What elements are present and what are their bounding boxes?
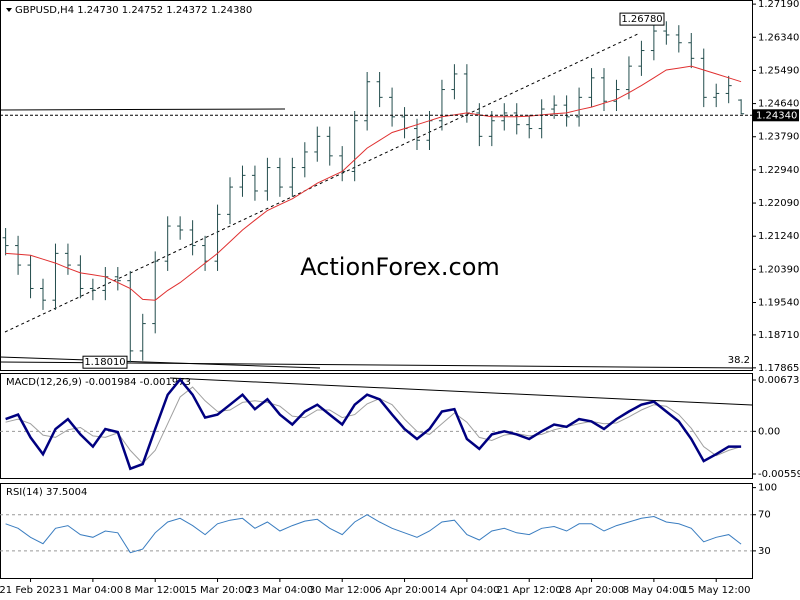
y-tick-label: -0.005595	[758, 469, 800, 480]
y-tick-label: 1.26340	[758, 32, 799, 43]
annotation-label: 1.26780	[621, 14, 662, 25]
x-tick-label: 21 Apr 12:00	[497, 585, 562, 596]
y-tick-label: 0.006731	[758, 375, 800, 386]
y-tick-label: 1.22090	[758, 198, 799, 209]
watermark: ActionForex.com	[300, 253, 500, 281]
y-tick-label: 0.00	[758, 426, 780, 437]
signal-line	[5, 386, 742, 465]
annotation-label: 1.18010	[84, 357, 125, 368]
y-tick-label: 1.17865	[758, 363, 799, 374]
price-frame	[0, 0, 753, 371]
y-tick-label: 1.19540	[758, 298, 799, 309]
channel-line	[4, 32, 641, 333]
y-tick-label: 1.25490	[758, 65, 799, 76]
y-tick-label: 1.22940	[758, 165, 799, 176]
rsi-line	[5, 514, 742, 554]
y-tick-label: 1.24640	[758, 99, 799, 110]
fib-label: 38.2	[728, 355, 750, 366]
x-tick-label: 15 Mar 20:00	[184, 585, 251, 596]
title-icon	[6, 8, 12, 12]
macd-trendline	[169, 377, 753, 406]
x-tick-label: 6 Apr 20:00	[375, 585, 434, 596]
rsi-frame	[0, 483, 753, 579]
resistance-line	[0, 108, 286, 111]
y-tick-label: 1.20390	[758, 264, 799, 275]
current-price-box	[753, 109, 799, 122]
y-tick-label: 1.23790	[758, 132, 799, 143]
y-tick-label: 1.21240	[758, 231, 799, 242]
macd-frame	[0, 373, 753, 479]
annotation-box	[82, 355, 128, 369]
y-tick-label: 100	[758, 483, 777, 494]
y-tick-label: 1.18710	[758, 330, 799, 341]
x-tick-label: 8 May 04:00	[623, 585, 685, 596]
rsi-title: RSI(14) 37.5004	[6, 487, 87, 498]
x-tick-label: 8 Mar 12:00	[125, 585, 185, 596]
y-tick-label: 1.27190	[758, 0, 799, 10]
macd-line	[5, 377, 742, 471]
y-tick-label: 30	[758, 546, 771, 557]
moving-average	[5, 65, 742, 301]
x-tick-label: 15 May 12:00	[682, 585, 751, 596]
x-tick-label: 21 Feb 2023	[0, 585, 62, 596]
x-tick-label: 28 Apr 20:00	[559, 585, 624, 596]
x-tick-label: 30 Mar 12:00	[309, 585, 376, 596]
current-price-label: 1.24340	[756, 110, 797, 121]
x-tick-label: 23 Mar 04:00	[246, 585, 313, 596]
support-line	[0, 356, 321, 369]
x-tick-label: 1 Mar 04:00	[63, 585, 123, 596]
chart-title: GBPUSD,H4 1.24730 1.24752 1.24372 1.2438…	[15, 5, 252, 16]
macd-title: MACD(12,26,9) -0.001984 -0.001973	[6, 377, 191, 388]
x-tick-label: 14 Apr 04:00	[434, 585, 499, 596]
annotation-box	[619, 12, 665, 26]
y-tick-label: 70	[758, 510, 771, 521]
